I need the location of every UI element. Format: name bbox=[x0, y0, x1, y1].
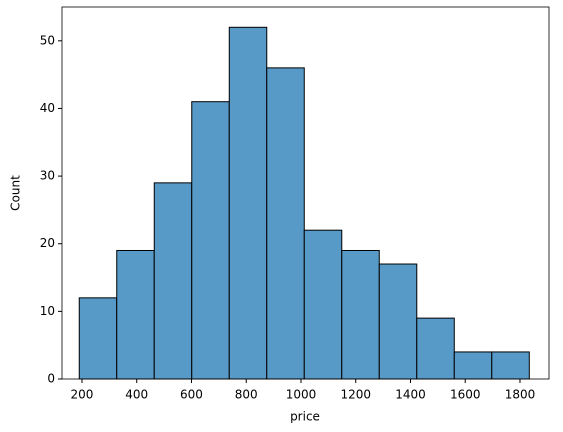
x-tick-label: 1400 bbox=[395, 388, 426, 402]
x-tick-label: 1200 bbox=[340, 388, 371, 402]
x-tick-label: 600 bbox=[180, 388, 203, 402]
y-tick-label: 10 bbox=[40, 304, 55, 318]
x-tick-label: 1800 bbox=[505, 388, 536, 402]
x-tick-label: 1000 bbox=[286, 388, 317, 402]
x-tick-label: 1600 bbox=[450, 388, 481, 402]
bar bbox=[78, 297, 118, 380]
y-tick-label: 0 bbox=[47, 372, 55, 386]
x-tick-label: 200 bbox=[71, 388, 94, 402]
y-tick-label: 40 bbox=[40, 101, 55, 115]
bar bbox=[453, 351, 493, 380]
plot-frame bbox=[61, 6, 550, 380]
y-tick-label: 30 bbox=[40, 169, 55, 183]
bar bbox=[191, 101, 230, 380]
bar bbox=[378, 263, 418, 380]
bar bbox=[303, 229, 343, 380]
bar bbox=[341, 249, 380, 380]
bar bbox=[416, 317, 455, 380]
bar bbox=[266, 67, 305, 380]
y-axis-label: Count bbox=[9, 175, 23, 211]
bar bbox=[116, 249, 155, 380]
x-axis-label: price bbox=[290, 410, 320, 424]
bar bbox=[228, 26, 268, 380]
bar bbox=[491, 351, 530, 380]
x-tick-label: 800 bbox=[235, 388, 258, 402]
x-tick-label: 400 bbox=[125, 388, 148, 402]
y-tick-label: 50 bbox=[40, 33, 55, 47]
bar bbox=[153, 182, 193, 380]
y-tick-label: 20 bbox=[40, 236, 55, 250]
